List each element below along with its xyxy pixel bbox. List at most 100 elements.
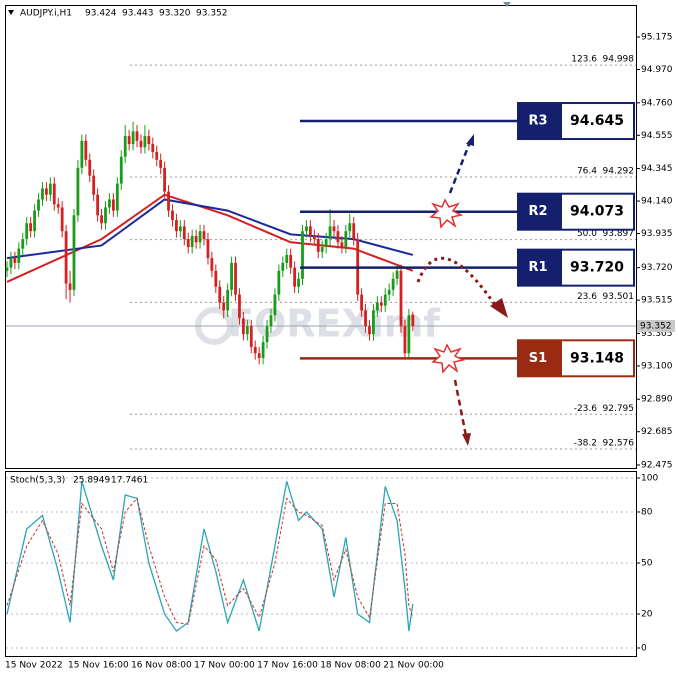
stoch-tick-label: 20: [641, 610, 653, 620]
stoch-tick-label: 0: [641, 644, 647, 654]
candle-body: [151, 144, 155, 152]
ohlc-value: 93.352: [196, 9, 228, 19]
fib-price: 94.998: [603, 55, 635, 65]
candle-body: [222, 302, 226, 311]
level-name: S1: [529, 351, 547, 366]
candle-body: [29, 223, 33, 232]
candle-body: [230, 262, 233, 290]
current-price-box: [637, 319, 675, 332]
candle-body: [163, 167, 166, 192]
candle-body: [147, 136, 151, 145]
candle-body: [9, 258, 13, 268]
stoch-line: [6, 497, 414, 625]
panel-icon: [8, 10, 14, 15]
x-tick-label: 17 Nov 00:00: [194, 661, 255, 671]
plot: FOREXimf: [5, 36, 640, 649]
stoch-value: 17.7461: [111, 476, 148, 486]
stoch-tick-label: 50: [641, 558, 653, 568]
candle-body: [37, 199, 40, 211]
candle-body: [226, 289, 230, 311]
stoch-name: Stoch(5,3,3): [10, 476, 65, 486]
candle-body: [242, 318, 245, 335]
candle-body: [218, 286, 222, 303]
level-name: R2: [528, 204, 547, 219]
candle-body: [60, 207, 64, 232]
candle-body: [104, 207, 107, 224]
decorations: [416, 134, 508, 446]
candle-body: [265, 326, 269, 343]
candle-body: [399, 270, 403, 327]
candle-body: [17, 248, 21, 263]
candle-body: [131, 131, 135, 145]
fib-ratio: -38.2: [574, 438, 597, 448]
candle-body: [171, 210, 174, 221]
candle-body: [139, 140, 143, 148]
candle-body: [348, 223, 352, 232]
candle-body: [249, 326, 253, 347]
level-value-box: [560, 339, 635, 378]
candle-body: [360, 294, 363, 311]
candle-body: [68, 283, 72, 290]
candle-body: [293, 267, 297, 287]
candle-body: [198, 231, 202, 243]
candle-body: [234, 262, 237, 295]
fib-price: 92.795: [603, 404, 635, 414]
candle-body: [344, 231, 348, 248]
x-tick-label: 15 Nov 2022: [5, 661, 63, 671]
candle-body: [340, 242, 344, 248]
shift-marker: [503, 2, 511, 7]
level-name-box: [517, 248, 560, 287]
fib-ratio: -23.6: [574, 404, 598, 414]
level-value: 93.148: [570, 350, 624, 366]
candle-body: [13, 258, 17, 263]
candle-body: [277, 270, 281, 295]
stoch-panel: [5, 471, 637, 657]
candle-body: [48, 183, 52, 195]
x-tick-label: 16 Nov 08:00: [131, 661, 192, 671]
candle-body: [56, 204, 60, 208]
candle-body: [281, 262, 285, 271]
candle-body: [5, 267, 9, 271]
candle-body: [383, 294, 387, 306]
candle-body: [352, 223, 356, 240]
stoch-tick-label: 80: [641, 507, 653, 517]
level-name-box: [517, 192, 560, 231]
y-tick-label: 93.720: [641, 263, 673, 273]
candle-body: [372, 310, 375, 335]
candle-body: [395, 270, 399, 279]
candle-body: [332, 226, 336, 232]
level-value-box: [560, 248, 635, 287]
candle-body: [289, 254, 293, 268]
candle-body: [25, 223, 29, 240]
level-name: R1: [528, 260, 547, 275]
candle-body: [190, 235, 194, 248]
labels: AUDJPY.i,H1 93.424 93.443 93.320 93.352 95.17…: [5, 9, 675, 671]
y-tick-label: 94.345: [641, 164, 673, 174]
ohlc-value: 93.424: [85, 9, 117, 19]
candle-body: [119, 156, 123, 184]
breakout-star: [429, 198, 464, 229]
candle-body: [167, 191, 170, 211]
candle-body: [84, 140, 88, 160]
candle-body: [72, 215, 76, 290]
candle-body: [33, 210, 36, 232]
candle-body: [305, 226, 308, 232]
y-tick-label: 93.515: [641, 296, 673, 306]
ohlc-value: 93.320: [159, 9, 191, 19]
candle-body: [41, 188, 44, 200]
candle-body: [80, 140, 84, 168]
candle-body: [407, 315, 411, 354]
level-value-box: [560, 192, 635, 231]
y-tick-label: 93.935: [641, 229, 673, 239]
level-value: 94.645: [570, 113, 624, 129]
ohlc-value: 93.443: [122, 9, 154, 19]
moving-average: [6, 193, 414, 283]
candle-body: [155, 151, 159, 160]
symbol-title: AUDJPY.i,H1: [20, 9, 72, 19]
candle-body: [45, 188, 48, 195]
fib-price: 94.292: [603, 166, 635, 176]
y-tick-label: 92.685: [641, 427, 673, 437]
candle-body: [245, 326, 249, 335]
candle-body: [96, 194, 100, 216]
level-value-box: [560, 102, 635, 141]
